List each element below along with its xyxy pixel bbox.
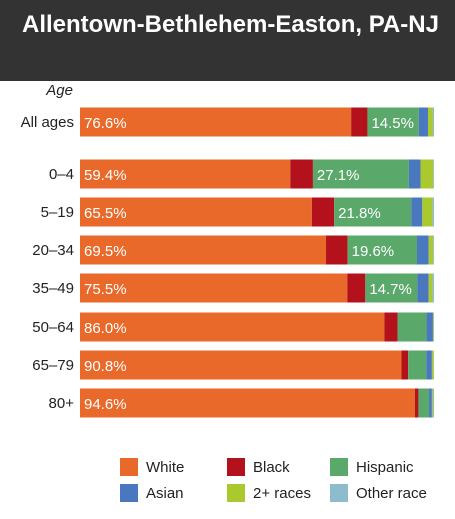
- bar-segment-black: [401, 350, 409, 380]
- legend-swatch: [330, 458, 348, 476]
- bar-segment-black: [351, 107, 368, 137]
- legend-item: Asian: [120, 484, 184, 502]
- category-label: 50–64: [32, 319, 74, 336]
- data-label-white: 86.0%: [84, 320, 127, 337]
- bar-segment-hispanic: [347, 235, 418, 265]
- data-label-white: 75.5%: [84, 281, 127, 298]
- category-label: 5–19: [41, 204, 74, 221]
- bar-segment-white: [80, 350, 402, 380]
- category-label: 20–34: [32, 242, 74, 259]
- data-label-hispanic: 21.8%: [338, 205, 381, 222]
- bar-segment-2-races: [427, 107, 433, 137]
- data-label-white: 94.6%: [84, 396, 127, 413]
- data-label-hispanic: 14.7%: [369, 281, 412, 298]
- bar-segment-asian: [417, 273, 429, 303]
- chart-title: Allentown-Bethlehem-Easton, PA-NJ: [22, 11, 439, 38]
- bar-segment-black: [326, 235, 348, 265]
- bar-segment-asian: [417, 235, 429, 265]
- bar-segment-2-races: [428, 235, 434, 265]
- bar-segment-other-race: [432, 107, 434, 137]
- bar-segment-white: [80, 235, 327, 265]
- bar-segment-other-race: [432, 197, 434, 227]
- bar-segment-hispanic: [365, 273, 418, 303]
- bar-segment-black: [347, 273, 366, 303]
- bar-segment-2-races: [431, 350, 434, 380]
- bar-segment-hispanic: [408, 350, 427, 380]
- data-label-white: 65.5%: [84, 205, 127, 222]
- bar-segment-white: [80, 273, 348, 303]
- category-label: 35–49: [32, 280, 74, 297]
- category-label: 65–79: [32, 357, 74, 374]
- bar-segment-hispanic: [312, 159, 409, 189]
- bar-segment-2-races: [432, 312, 434, 342]
- legend-label: 2+ races: [253, 484, 311, 502]
- category-label: All ages: [21, 114, 74, 131]
- bar-segment-2-races: [420, 159, 434, 189]
- category-label: 80+: [49, 395, 75, 412]
- bar-segment-2-races: [422, 197, 433, 227]
- bar-segment-other-race: [433, 235, 434, 265]
- bar-segment-black: [384, 312, 398, 342]
- bar-segment-asian: [408, 159, 421, 189]
- data-label-hispanic: 27.1%: [317, 167, 360, 184]
- bar-segment-hispanic: [418, 388, 430, 418]
- legend-swatch: [330, 484, 348, 502]
- bar-segment-black: [290, 159, 313, 189]
- legend-label: Hispanic: [356, 458, 414, 476]
- legend-item: Hispanic: [330, 458, 414, 476]
- legend-label: Other race: [356, 484, 427, 502]
- bar-segment-asian: [426, 350, 432, 380]
- legend-item: Black: [227, 458, 290, 476]
- bar-segment-hispanic: [334, 197, 412, 227]
- bar-segment-other-race: [432, 273, 434, 303]
- legend-swatch: [120, 458, 138, 476]
- bar-segment-white: [80, 388, 415, 418]
- bar-segment-white: [80, 312, 385, 342]
- data-label-hispanic: 19.6%: [352, 243, 395, 260]
- bar-segment-other-race: [432, 388, 434, 418]
- axis-title: Age: [45, 82, 73, 99]
- bar-segment-asian: [426, 312, 433, 342]
- bar-segment-white: [80, 159, 291, 189]
- data-label-white: 69.5%: [84, 243, 127, 260]
- legend-item: 2+ races: [227, 484, 311, 502]
- category-label: 0–4: [49, 166, 74, 183]
- bar-segment-black: [414, 388, 419, 418]
- bar-segment-other-race: [433, 159, 434, 189]
- bar-segment-black: [311, 197, 335, 227]
- legend-item: White: [120, 458, 184, 476]
- stacked-bar-chart: Age All ages 76.6% 14.5% 0–4 59.4% 27.1% 5–19 65…: [21, 82, 434, 418]
- bar-segment-asian: [418, 107, 428, 137]
- bar-segment-hispanic: [367, 107, 419, 137]
- legend-swatch: [227, 484, 245, 502]
- data-label-white: 90.8%: [84, 358, 127, 375]
- bar-segment-white: [80, 107, 352, 137]
- legend-label: White: [146, 458, 185, 476]
- legend-item: Other race: [330, 484, 427, 502]
- title-bar: Allentown-Bethlehem-Easton, PA-NJ: [0, 0, 455, 81]
- bar-segment-white: [80, 197, 312, 227]
- legend-swatch: [227, 458, 245, 476]
- bar-segment-2-races: [428, 273, 433, 303]
- data-label-hispanic: 14.5%: [371, 115, 414, 132]
- bar-segment-hispanic: [397, 312, 427, 342]
- legend-label: Asian: [146, 484, 184, 502]
- bar-segment-asian: [411, 197, 423, 227]
- legend-label: Black: [253, 458, 290, 476]
- data-label-white: 76.6%: [84, 115, 127, 132]
- data-label-white: 59.4%: [84, 167, 127, 184]
- bar-segment-asian: [429, 388, 432, 418]
- bar-segment-2-races: [431, 388, 433, 418]
- legend-swatch: [120, 484, 138, 502]
